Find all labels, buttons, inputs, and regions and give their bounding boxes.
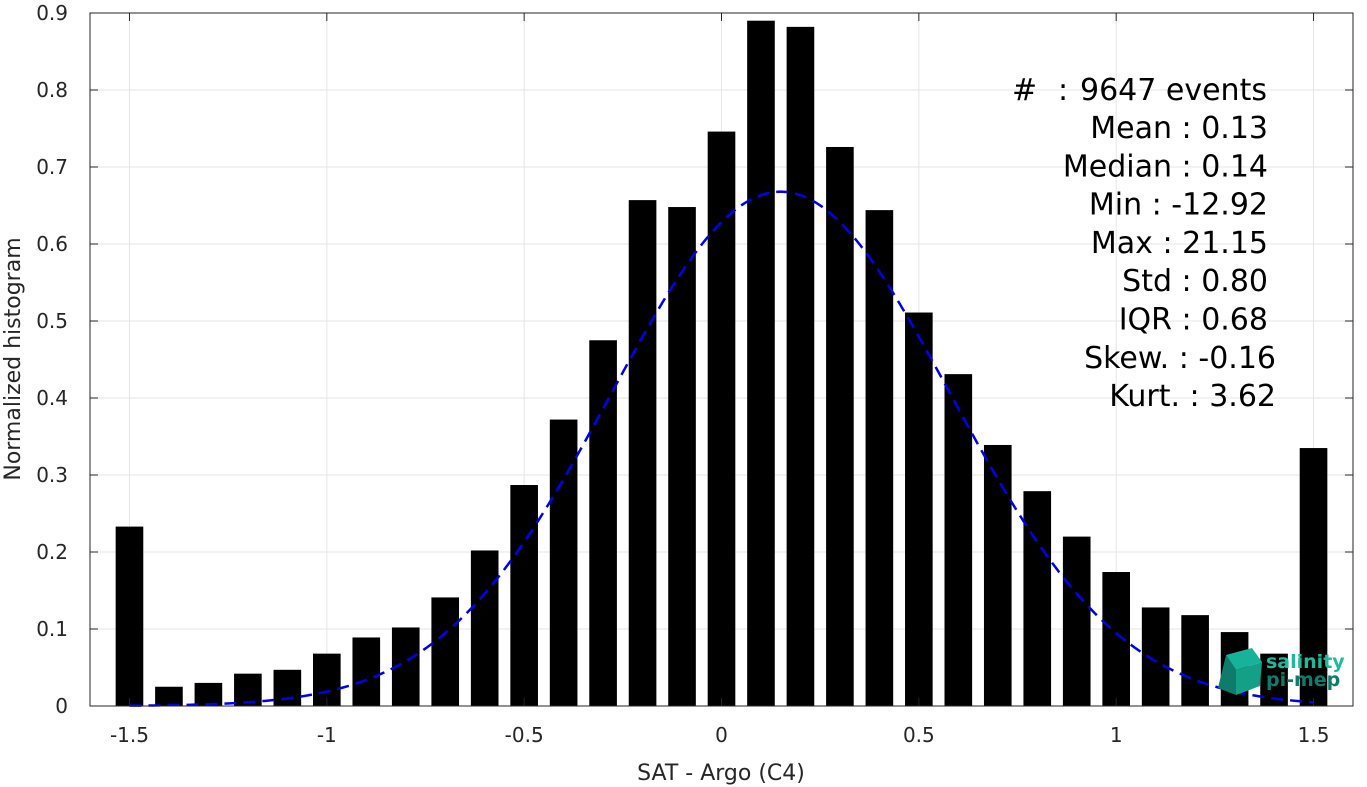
bar bbox=[707, 131, 736, 706]
stat-line: Skew. : -0.16 bbox=[1084, 341, 1276, 376]
bar bbox=[944, 374, 973, 706]
bar bbox=[470, 550, 499, 706]
y-tick-label: 0.6 bbox=[36, 232, 68, 256]
bar bbox=[431, 597, 460, 706]
bar bbox=[589, 340, 617, 706]
gaussian-fit-curve bbox=[129, 190, 1314, 707]
stat-line: Kurt. : 3.62 bbox=[1109, 379, 1276, 414]
stat-line: Median : 0.14 bbox=[1063, 149, 1268, 184]
bar bbox=[273, 669, 302, 706]
y-tick-label: 0.2 bbox=[36, 540, 68, 564]
bar bbox=[865, 210, 894, 706]
x-tick-label: 0.5 bbox=[903, 723, 935, 747]
stat-line: Mean : 0.13 bbox=[1090, 111, 1268, 146]
bar bbox=[1023, 491, 1052, 706]
x-tick-label: -1 bbox=[317, 723, 337, 747]
bar bbox=[983, 444, 1012, 706]
y-axis-ticks: 0 0.1 0.2 0.3 0.4 0.5 0.6 0.7 0.8 0.9 bbox=[36, 1, 1353, 718]
y-tick-label: 0.8 bbox=[36, 78, 68, 102]
stat-line: IQR : 0.68 bbox=[1119, 303, 1268, 338]
x-tick-label: 1.5 bbox=[1298, 723, 1330, 747]
y-tick-label: 0.7 bbox=[36, 155, 68, 179]
x-tick-label: -0.5 bbox=[505, 723, 544, 747]
bar-series bbox=[115, 20, 1328, 707]
stat-value: 9647 events bbox=[1080, 73, 1267, 108]
stat-line: Min : -12.92 bbox=[1089, 188, 1268, 223]
x-axis-label: SAT - Argo (C4) bbox=[637, 761, 805, 786]
bar bbox=[312, 653, 341, 706]
bar bbox=[1062, 536, 1091, 706]
bar bbox=[826, 146, 854, 707]
salinity-pimep-logo: salinity pi-mep bbox=[1218, 648, 1345, 695]
stat-events: # : 9647 events bbox=[1012, 73, 1267, 108]
bar bbox=[234, 673, 262, 706]
x-tick-label: 0 bbox=[715, 723, 728, 747]
bar bbox=[786, 26, 815, 707]
stat-line: Std : 0.80 bbox=[1122, 264, 1268, 299]
bar bbox=[352, 637, 381, 706]
bar bbox=[115, 526, 144, 706]
svg-text::: : bbox=[1058, 73, 1068, 108]
bar bbox=[194, 682, 223, 706]
y-tick-label: 0.1 bbox=[36, 617, 68, 641]
bar bbox=[905, 312, 933, 706]
bar bbox=[155, 686, 183, 706]
x-tick-label: 1 bbox=[1110, 723, 1123, 747]
cube-logo-icon bbox=[1218, 648, 1262, 695]
y-tick-label: 0.3 bbox=[36, 463, 68, 487]
bar bbox=[510, 485, 538, 706]
logo-line-1: salinity bbox=[1266, 651, 1345, 673]
stat-key: # bbox=[1012, 73, 1037, 108]
stat-line: Max : 21.15 bbox=[1091, 226, 1268, 261]
y-tick-label: 0.5 bbox=[36, 309, 68, 333]
x-axis-ticks: -1.5 -1 -0.5 0 0.5 1 1.5 bbox=[110, 13, 1329, 747]
bar bbox=[747, 20, 775, 706]
bar bbox=[628, 200, 657, 707]
x-tick-label: -1.5 bbox=[110, 723, 149, 747]
y-axis-label: Normalized histogram bbox=[1, 237, 26, 480]
y-tick-label: 0.4 bbox=[36, 386, 68, 410]
bar bbox=[1102, 572, 1131, 706]
logo-line-2: pi-mep bbox=[1266, 669, 1340, 691]
bar bbox=[549, 419, 578, 706]
y-tick-label: 0 bbox=[55, 694, 68, 718]
bar bbox=[1299, 448, 1328, 706]
y-tick-label: 0.9 bbox=[36, 1, 68, 25]
bar bbox=[1181, 615, 1209, 706]
bar bbox=[668, 207, 696, 707]
